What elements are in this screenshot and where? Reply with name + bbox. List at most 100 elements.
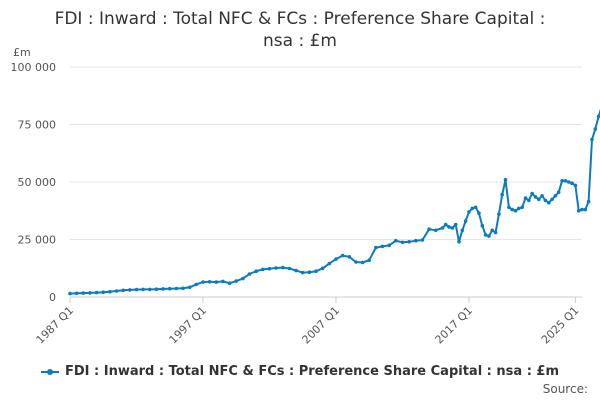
data-point [420, 238, 425, 242]
y-tick-label: 0 [49, 291, 56, 304]
data-point [214, 280, 219, 284]
data-point [374, 245, 378, 250]
data-point [556, 190, 561, 195]
legend-item[interactable]: FDI : Inward : Total NFC & FCs : Prefere… [40, 364, 559, 379]
data-point [500, 192, 505, 197]
data-point [121, 288, 125, 293]
data-point [576, 209, 581, 213]
data-point [527, 198, 531, 203]
source-label: Source: [542, 382, 588, 396]
data-point [563, 179, 568, 183]
data-point [473, 205, 478, 210]
data-point [174, 286, 179, 291]
data-point [477, 211, 481, 215]
grid-layer [70, 66, 582, 298]
data-point [247, 272, 252, 276]
chart-title-line-2: nsa : £m [263, 31, 337, 51]
x-tick-label: 1987 Q1 [34, 304, 77, 347]
data-point [167, 286, 172, 291]
data-point [387, 243, 392, 248]
data-point [300, 270, 305, 275]
data-point [281, 265, 285, 270]
data-point [503, 177, 508, 182]
legend-line-marker-icon [40, 367, 59, 377]
data-point [460, 228, 465, 233]
data-point [400, 240, 405, 245]
data-point [463, 219, 468, 223]
y-tick-label: 100 000 [11, 61, 57, 74]
y-axis-unit-label: £m [13, 46, 31, 59]
data-point [580, 207, 584, 212]
data-point [320, 266, 325, 271]
data-point [537, 197, 541, 202]
data-point [517, 206, 521, 211]
data-point [553, 194, 558, 198]
data-point [88, 291, 92, 295]
data-point [497, 212, 501, 216]
data-point [201, 280, 205, 284]
data-point [593, 127, 598, 131]
data-point [294, 268, 298, 273]
data-point [513, 209, 518, 213]
data-point [560, 179, 564, 183]
data-point [354, 260, 358, 264]
data-point [443, 222, 448, 227]
data-point [520, 205, 524, 210]
chart-title: FDI : Inward : Total NFC & FCs : Prefere… [0, 8, 600, 52]
data-point [414, 238, 418, 243]
data-point [287, 266, 292, 271]
data-point [510, 207, 514, 212]
data-point [187, 285, 192, 290]
data-point [480, 223, 485, 228]
data-point [234, 279, 238, 283]
data-point [141, 287, 145, 292]
data-point [134, 287, 139, 292]
data-point [307, 270, 312, 275]
series-layer [68, 108, 600, 296]
data-point [101, 290, 105, 295]
data-point [128, 288, 132, 292]
y-tick-label: 50 000 [18, 176, 57, 189]
data-point [154, 287, 159, 292]
data-point [261, 267, 265, 272]
data-point [274, 266, 278, 270]
data-point [207, 280, 212, 284]
data-point [453, 222, 458, 227]
data-point [148, 287, 152, 292]
data-point [347, 254, 352, 259]
data-point [490, 228, 495, 233]
x-tick-label: 1997 Q1 [167, 304, 210, 347]
data-point [327, 261, 332, 266]
data-point [547, 200, 551, 205]
data-point [570, 181, 574, 185]
data-point [590, 137, 594, 142]
data-point [447, 225, 451, 229]
data-point [573, 183, 578, 188]
data-point [227, 281, 232, 286]
data-point [470, 206, 475, 211]
data-point [493, 230, 498, 235]
data-point [407, 240, 411, 244]
y-tick-label: 75 000 [18, 119, 57, 132]
data-point [74, 291, 79, 296]
data-point [586, 199, 591, 204]
data-point [543, 198, 548, 203]
data-point [450, 226, 455, 230]
x-tick-label: 2025 Q1 [539, 304, 582, 347]
data-point [380, 244, 385, 249]
data-point [540, 194, 544, 198]
data-point [583, 207, 588, 212]
data-point [81, 291, 86, 295]
data-point [483, 233, 488, 237]
data-point [367, 258, 372, 263]
data-point [566, 180, 571, 184]
data-point [507, 205, 511, 210]
data-point [334, 257, 338, 261]
data-point [523, 196, 528, 200]
data-point [68, 291, 72, 296]
data-point [467, 210, 471, 214]
data-point [427, 227, 431, 231]
legend: FDI : Inward : Total NFC & FCs : Prefere… [0, 364, 600, 381]
series-line [69, 108, 600, 295]
